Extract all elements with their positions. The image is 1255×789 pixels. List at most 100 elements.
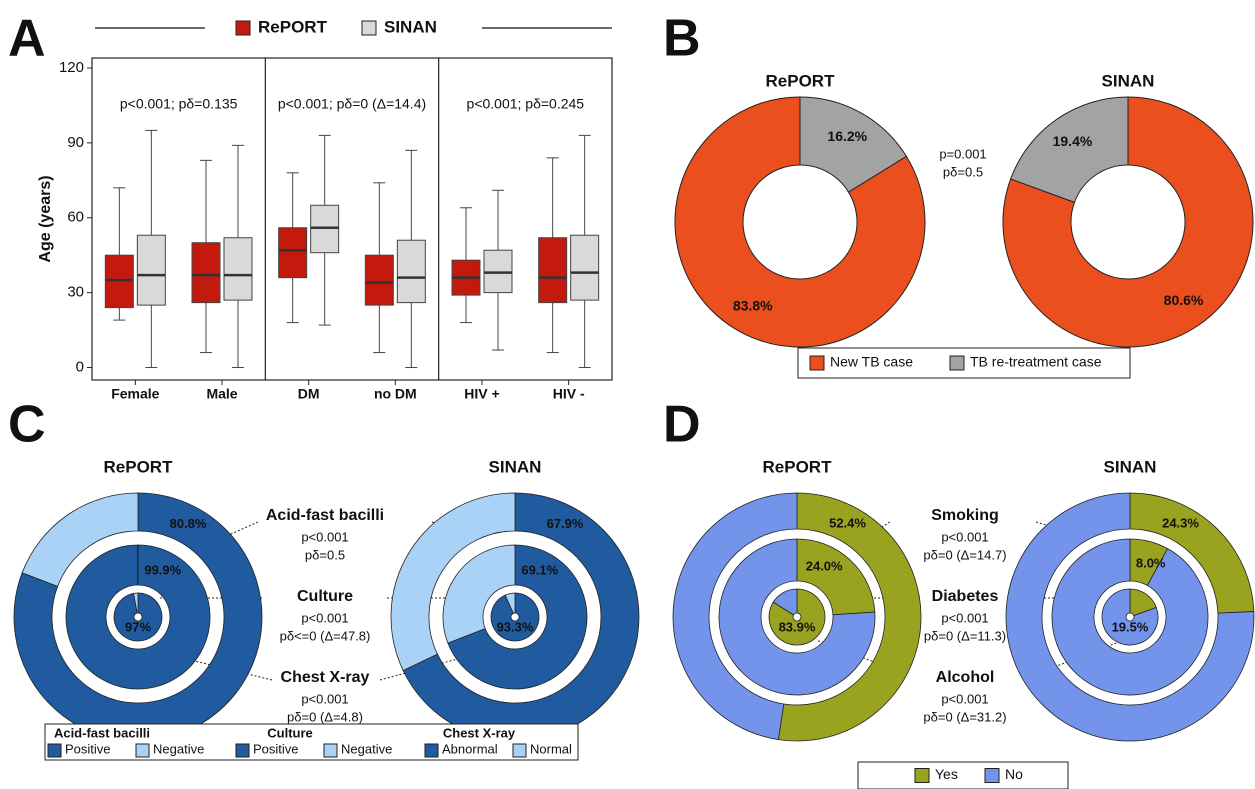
pie-title: SINAN bbox=[1102, 71, 1155, 90]
ring-slice bbox=[442, 544, 516, 644]
stat-text: p<0.001 bbox=[941, 610, 988, 625]
legend-swatch bbox=[914, 768, 930, 783]
legend-group-title: Culture bbox=[267, 725, 313, 740]
legend-label: SINAN bbox=[384, 17, 437, 36]
legend-label: Normal bbox=[530, 741, 572, 756]
x-tick-label: DM bbox=[298, 386, 320, 402]
legend-swatch bbox=[235, 20, 251, 36]
ring-label: 67.9% bbox=[547, 516, 584, 531]
box bbox=[136, 234, 166, 306]
legend-label: New TB case bbox=[830, 354, 913, 370]
legend-label: RePORT bbox=[258, 17, 328, 36]
stat-text: p<0.001 bbox=[301, 691, 348, 706]
legend-label: Abnormal bbox=[442, 741, 498, 756]
box bbox=[570, 234, 600, 301]
pie-title: SINAN bbox=[1104, 457, 1157, 476]
x-tick-label: no DM bbox=[374, 386, 417, 402]
ring-slice bbox=[447, 544, 588, 690]
stat-text: pδ=0 (Δ=14.7) bbox=[923, 547, 1006, 562]
stat-text: pδ=0.5 bbox=[305, 547, 345, 562]
y-tick-label: 30 bbox=[67, 284, 84, 301]
pie-title: SINAN bbox=[489, 457, 542, 476]
legend-label: Positive bbox=[253, 741, 299, 756]
y-tick-label: 0 bbox=[76, 358, 84, 375]
ring-slice bbox=[133, 592, 139, 614]
legend-swatch bbox=[512, 743, 527, 758]
legend-label: TB re-treatment case bbox=[970, 354, 1102, 370]
legend-swatch bbox=[235, 743, 250, 758]
ring-name: Culture bbox=[297, 588, 353, 605]
x-tick-label: HIV - bbox=[553, 386, 585, 402]
stat-text: p<0.001 bbox=[301, 529, 348, 544]
ring-name: Acid-fast bacilli bbox=[266, 507, 384, 524]
y-tick-label: 120 bbox=[59, 59, 84, 76]
donut-slice bbox=[1010, 96, 1129, 203]
ring-slice bbox=[796, 538, 876, 616]
donut-slice bbox=[1002, 96, 1254, 348]
panel-letter: A bbox=[8, 10, 46, 68]
ring-name: Alcohol bbox=[936, 669, 995, 686]
box bbox=[538, 237, 568, 304]
slice-label: 83.8% bbox=[733, 297, 773, 313]
ring-label: 19.5% bbox=[1112, 619, 1149, 634]
panel-letter: C bbox=[8, 396, 46, 454]
y-axis-label: Age (years) bbox=[37, 175, 54, 262]
box bbox=[278, 227, 308, 279]
ring-slice bbox=[65, 544, 211, 690]
donut-slice bbox=[799, 96, 908, 193]
ring-slice bbox=[777, 492, 922, 742]
legend-label: Negative bbox=[341, 741, 392, 756]
ring-name: Smoking bbox=[931, 507, 999, 524]
ring-slice bbox=[13, 492, 263, 742]
legend-swatch bbox=[984, 768, 1000, 783]
stat-text: pδ=0 (Δ=31.2) bbox=[923, 709, 1006, 724]
ring-slice bbox=[504, 592, 516, 614]
ring-slice bbox=[1005, 492, 1255, 742]
legend-box bbox=[44, 723, 579, 761]
ring-label: 93.3% bbox=[497, 619, 534, 634]
legend-box bbox=[857, 761, 1069, 789]
box bbox=[191, 242, 221, 304]
ring-slice bbox=[490, 592, 540, 642]
stat-text: p<0.001 bbox=[941, 529, 988, 544]
ring-slice bbox=[113, 592, 163, 642]
legend-swatch bbox=[809, 355, 825, 371]
ring-label: 69.1% bbox=[521, 563, 558, 578]
legend-swatch bbox=[323, 743, 338, 758]
annotation: p<0.001; pδ=0 (Δ=14.4) bbox=[278, 96, 426, 112]
ring-label: 8.0% bbox=[1136, 555, 1166, 570]
annotation: p<0.001; pδ=0.135 bbox=[120, 96, 238, 112]
slice-label: 19.4% bbox=[1053, 133, 1093, 149]
stat-text: p<0.001 bbox=[941, 691, 988, 706]
panel-letter: B bbox=[663, 10, 701, 68]
stat-text: pδ<=0 (Δ=47.8) bbox=[280, 628, 371, 643]
pie-title: RePORT bbox=[104, 457, 174, 476]
panel-letter: D bbox=[663, 396, 701, 454]
pie-title: RePORT bbox=[763, 457, 833, 476]
ring-label: 52.4% bbox=[829, 515, 866, 530]
stat-text: pδ=0 (Δ=11.3) bbox=[924, 628, 1006, 643]
x-tick-label: Male bbox=[206, 386, 237, 402]
ring-label: 24.0% bbox=[806, 558, 843, 573]
box bbox=[396, 239, 426, 304]
legend-label: No bbox=[1005, 766, 1023, 782]
legend-label: Positive bbox=[65, 741, 111, 756]
legend-swatch bbox=[135, 743, 150, 758]
ring-name: Diabetes bbox=[932, 588, 999, 605]
legend-swatch bbox=[47, 743, 62, 758]
stat-text: pδ=0.5 bbox=[943, 164, 983, 179]
stat-text: pδ=0 (Δ=4.8) bbox=[287, 709, 363, 724]
ring-slice bbox=[390, 492, 516, 672]
ring-label: 80.8% bbox=[170, 516, 207, 531]
ring-label: 99.9% bbox=[144, 563, 181, 578]
legend-group-title: Acid-fast bacilli bbox=[54, 725, 150, 740]
legend-swatch bbox=[949, 355, 965, 371]
legend-label: Negative bbox=[153, 741, 204, 756]
y-tick-label: 90 bbox=[67, 134, 84, 151]
legend-group-title: Chest X-ray bbox=[443, 725, 516, 740]
ring-slice bbox=[402, 492, 640, 742]
ring-label: 24.3% bbox=[1162, 515, 1199, 530]
ring-label: 83.9% bbox=[779, 619, 816, 634]
ring-slice bbox=[672, 492, 798, 741]
